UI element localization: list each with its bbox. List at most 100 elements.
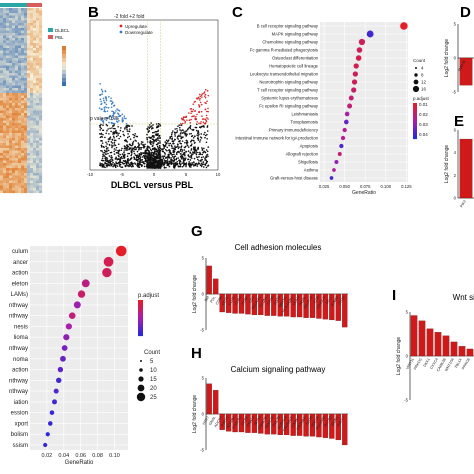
volcano-point	[120, 149, 123, 152]
heatmap-cell	[9, 60, 13, 64]
heatmap-cell	[3, 48, 7, 51]
volcano-point	[185, 145, 187, 148]
volcano-point	[112, 132, 115, 135]
heatmap-cell	[33, 88, 37, 91]
heatmap-cell	[33, 105, 37, 109]
dotplot-category-label: B cell receptor signaling pathway	[257, 23, 319, 28]
heatmap-cell	[15, 110, 19, 114]
heatmap-cell	[36, 150, 40, 154]
volcano-point	[106, 165, 108, 168]
volcano-point	[112, 127, 115, 130]
heatmap-cell	[21, 158, 25, 161]
volcano-point	[195, 156, 198, 158]
heatmap-cell	[9, 140, 13, 144]
heatmap-cell	[36, 105, 40, 109]
heatmap-cell	[27, 100, 31, 104]
heatmap-cell	[39, 33, 43, 36]
bar-category-label: PRKCG	[413, 357, 423, 370]
volcano-point	[182, 118, 184, 121]
heatmap-cell	[24, 43, 28, 46]
volcano-point	[166, 155, 169, 158]
volcano-point	[174, 138, 176, 141]
heatmap-cell	[33, 175, 37, 179]
volcano-point	[138, 155, 141, 157]
bar-category-label: ICAM2	[330, 296, 339, 308]
heatmap-cell	[18, 185, 22, 189]
volcano-point	[111, 160, 113, 162]
heatmap-cell	[3, 63, 7, 66]
heatmap-cell	[0, 155, 4, 159]
heatmap-cell	[6, 128, 10, 131]
volcano-point	[138, 152, 141, 155]
heatmap-cell	[9, 165, 13, 169]
volcano-point	[104, 162, 106, 165]
heatmap-cell	[18, 165, 22, 169]
dotplot-point	[52, 399, 57, 405]
heatmap-cell	[27, 80, 31, 84]
heatmap-cell	[0, 108, 4, 111]
heatmap-cell	[36, 180, 40, 184]
volcano-x-tick: 5	[185, 172, 188, 177]
volcano-point	[136, 150, 139, 153]
volcano-point	[171, 153, 174, 156]
heatmap-cell	[6, 53, 10, 56]
heatmap-cell	[12, 140, 16, 144]
heatmap-cell	[39, 150, 43, 154]
heatmap-cell	[0, 148, 4, 151]
dotplot-point	[56, 377, 62, 384]
heatmap-cell	[30, 185, 34, 189]
dotplot-point	[353, 63, 359, 69]
heatmap-cell	[9, 125, 13, 129]
volcano-point	[181, 162, 183, 165]
heatmap-cell	[6, 55, 10, 59]
heatmap-cell	[12, 73, 16, 76]
heatmap-cell	[33, 53, 37, 56]
heatmap-cell	[36, 103, 40, 106]
heatmap-cell	[33, 35, 37, 39]
volcano-point	[127, 145, 130, 148]
heatmap-cell	[36, 83, 40, 86]
dotplot-point	[60, 355, 66, 362]
volcano-point	[203, 118, 205, 120]
heatmap-cell	[27, 53, 31, 56]
heatmap-cell	[21, 103, 25, 106]
heatmap-cell	[0, 40, 4, 44]
bar-category-label: VCAN	[292, 295, 301, 306]
heatmap-cell	[39, 75, 43, 79]
volcano-point	[130, 165, 133, 168]
heatmap-cell	[3, 28, 7, 31]
heatmap-cell	[18, 128, 22, 131]
heatmap-cell	[9, 95, 13, 99]
heatmap-cell	[0, 140, 4, 144]
volcano-point	[108, 143, 111, 146]
heatmap-cell	[21, 8, 25, 11]
heatmap-cell	[36, 40, 40, 44]
volcano-point	[105, 103, 108, 106]
heatmap-cell	[27, 148, 31, 151]
volcano-point	[182, 117, 185, 119]
heatmap-cell	[39, 35, 43, 39]
volcano-point	[116, 120, 118, 122]
bar	[213, 390, 219, 415]
volcano-point	[104, 136, 106, 139]
heatmap-cell	[6, 95, 10, 99]
heatmap-cell	[21, 20, 25, 24]
heatmap-cell	[30, 95, 34, 99]
volcano-point	[140, 146, 143, 149]
volcano-point	[105, 145, 107, 148]
heatmap-cell	[15, 148, 19, 151]
bar	[232, 413, 238, 433]
volcano-point	[182, 159, 185, 161]
heatmap-cell	[6, 30, 10, 34]
heatmap-cell	[15, 155, 19, 159]
heatmap-cell	[33, 100, 37, 104]
heatmap-cell	[36, 35, 40, 39]
heatmap-cell	[15, 138, 19, 141]
dotplot-category-label: nthway	[9, 378, 28, 384]
heatmap-cell	[33, 58, 37, 61]
heatmap-cell	[39, 175, 43, 179]
heatmap-cell	[30, 158, 34, 161]
heatmap-cell	[33, 23, 37, 26]
volcano-point	[175, 158, 177, 161]
